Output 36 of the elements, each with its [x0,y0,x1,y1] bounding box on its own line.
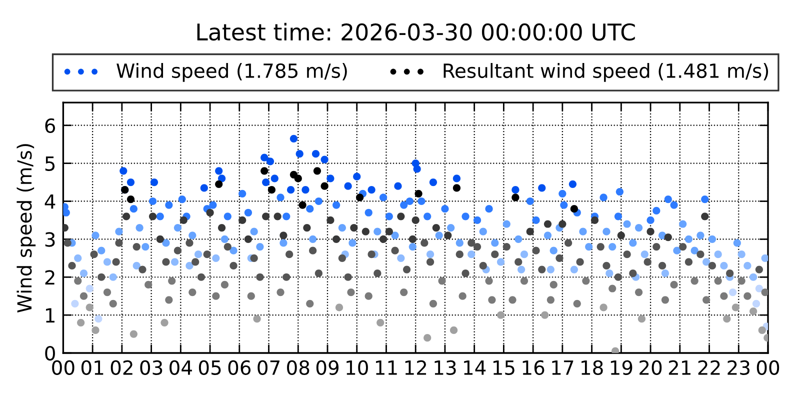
x-tick-label: 20 [640,360,662,375]
x-tick-label: 00 [756,360,780,375]
x-tick-label: 23 [728,360,750,375]
x-tick-label: 13 [434,360,456,375]
x-tick-label: 16 [522,360,544,375]
x-tick-label: 01 [81,360,104,375]
y-tick-label: 1 [46,308,54,322]
x-tick-label: 17 [552,360,574,375]
y-tick-label: 3 [45,232,55,247]
y-tick-label: 0 [45,346,55,361]
chart-title: Latest time: 2026-03-30 00:00:00 UTC [197,22,635,41]
legend-label: Resultant wind speed (1.481 m/s) [444,63,768,82]
x-tick-label: 19 [610,360,632,375]
x-tick-label: 02 [110,360,132,375]
x-tick-label: 11 [376,360,397,375]
x-tick-label: 04 [170,360,192,375]
x-tick-label: 14 [464,360,486,375]
y-tick-label: 5 [45,156,55,171]
x-tick-label: 21 [668,360,690,375]
x-tick-label: 09 [316,360,339,375]
x-tick-label: 15 [493,360,514,375]
y-tick-label: 2 [45,270,54,285]
y-tick-label: 4 [44,194,56,209]
x-tick-label: 07 [258,360,280,375]
x-tick-label: 06 [228,360,251,375]
y-tick-label: 6 [45,118,56,134]
legend-label: Wind speed (1.785 m/s) [116,63,347,82]
x-tick-label: 18 [582,360,603,375]
y-axis-title: Wind speed (m/s) [16,144,36,313]
x-tick-label: 08 [287,360,310,375]
x-tick-label: 12 [405,360,426,375]
x-tick-label: 05 [198,360,221,375]
x-tick-label: 10 [346,360,368,375]
x-tick-label: 00 [52,360,74,375]
x-tick-label: 22 [698,360,720,375]
x-tick-label: 03 [140,360,162,375]
